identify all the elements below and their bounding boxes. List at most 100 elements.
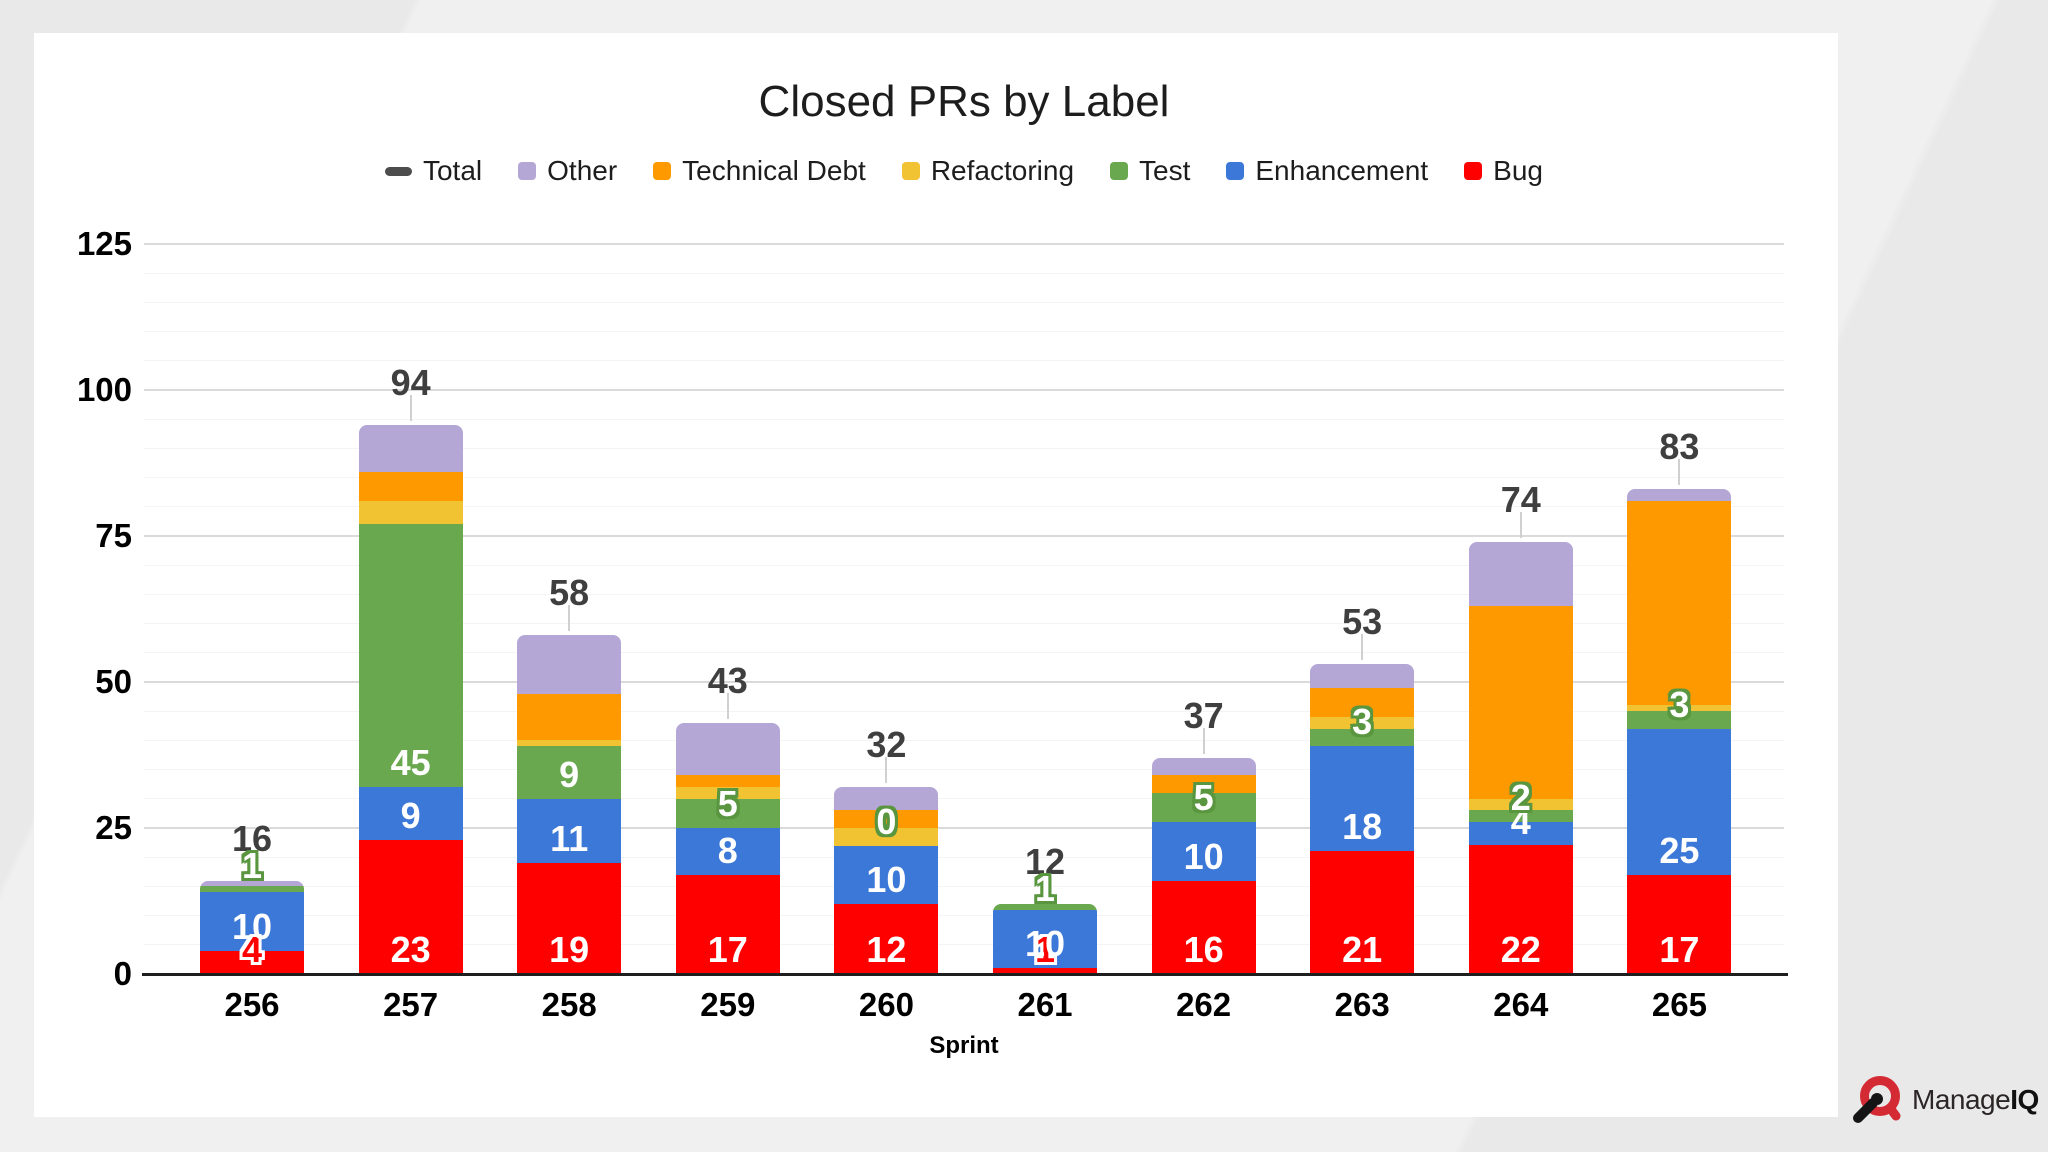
bar-segment-other[interactable] (200, 880, 304, 887)
bar-segment-enhancement[interactable] (358, 787, 463, 840)
bar-segment-enhancement[interactable] (1627, 728, 1732, 875)
bar-262[interactable] (1151, 757, 1256, 974)
bar-segment-enhancement[interactable] (1468, 822, 1573, 846)
bar-segment-bug[interactable] (993, 968, 1097, 974)
bar-segment-enhancement[interactable] (1151, 822, 1256, 881)
bar-segment-enhancement[interactable] (200, 892, 304, 951)
total-label: 12 (1024, 840, 1066, 882)
bar-segment-other[interactable] (1310, 664, 1415, 688)
total-label: 32 (866, 724, 907, 766)
legend-item-test[interactable]: Test (1110, 155, 1190, 187)
bar-segment-refactoring[interactable] (358, 500, 463, 525)
bar-260[interactable] (834, 787, 939, 974)
bar-segment-bug[interactable] (1468, 845, 1573, 974)
bar-segment-technical-debt[interactable] (834, 810, 939, 828)
y-axis-tick-label: 50 (95, 663, 132, 700)
bar-258[interactable] (517, 635, 622, 974)
bar-segment-refactoring[interactable] (834, 827, 939, 846)
legend-item-technical-debt[interactable]: Technical Debt (653, 155, 866, 187)
total-connector (726, 692, 729, 719)
bar-263[interactable] (1310, 664, 1415, 974)
bar-segment-enhancement[interactable] (834, 845, 939, 904)
bar-segment-other[interactable] (517, 635, 622, 694)
bar-segment-technical-debt[interactable] (517, 693, 622, 741)
bar-256[interactable] (200, 880, 304, 974)
total-connector (1361, 634, 1364, 661)
bar-segment-other[interactable] (1627, 489, 1732, 501)
bar-265[interactable] (1627, 489, 1732, 974)
bar-segment-enhancement[interactable] (1310, 746, 1415, 852)
bar-segment-refactoring[interactable] (1310, 717, 1415, 729)
bar-segment-bug[interactable] (1151, 880, 1256, 974)
bar-segment-technical-debt[interactable] (358, 471, 463, 501)
segment-value-label-bug: 22 (1500, 929, 1541, 970)
bar-264[interactable] (1468, 541, 1573, 974)
legend-item-bug[interactable]: Bug (1464, 155, 1543, 187)
minor-gridline (144, 885, 1784, 887)
bar-segment-test[interactable] (200, 886, 304, 893)
y-axis-tick-label: 75 (95, 517, 132, 554)
bar-segment-technical-debt[interactable] (1151, 775, 1256, 793)
bar-segment-test[interactable] (1468, 810, 1573, 823)
legend-square-icon (1464, 162, 1483, 180)
legend-square-icon (1226, 162, 1245, 180)
bar-segment-bug[interactable] (200, 950, 304, 974)
total-connector (568, 605, 571, 632)
major-gridline (144, 243, 1784, 245)
bar-segment-refactoring[interactable] (1627, 705, 1732, 712)
minor-gridline (144, 447, 1784, 449)
bar-segment-refactoring[interactable] (1468, 798, 1573, 811)
bar-segment-bug[interactable] (675, 874, 780, 974)
bar-segment-test[interactable] (993, 903, 1097, 910)
bar-segment-other[interactable] (834, 787, 939, 811)
bar-segment-technical-debt[interactable] (1627, 500, 1732, 706)
total-label: 58 (549, 572, 590, 614)
legend-item-other[interactable]: Other (518, 155, 617, 187)
bar-segment-other[interactable] (675, 722, 780, 776)
bar-segment-test[interactable] (358, 524, 463, 788)
bar-segment-refactoring[interactable] (675, 787, 780, 799)
bar-261[interactable] (993, 903, 1097, 974)
minor-gridline (144, 272, 1784, 274)
bar-257[interactable] (358, 425, 463, 974)
bar-259[interactable] (675, 722, 780, 974)
bar-segment-bug[interactable] (1310, 851, 1415, 974)
minor-gridline (144, 623, 1784, 625)
minor-gridline (144, 739, 1784, 741)
bar-segment-technical-debt[interactable] (1468, 606, 1573, 799)
segment-value-label-enhancement: 10 (231, 905, 273, 947)
total-label: 83 (1659, 426, 1700, 468)
bar-segment-test[interactable] (1151, 792, 1256, 823)
segment-value-label-bug: 1 (1034, 929, 1056, 970)
bar-segment-other[interactable] (1151, 757, 1256, 776)
bar-segment-technical-debt[interactable] (675, 775, 780, 788)
bar-segment-bug[interactable] (358, 839, 463, 974)
legend-item-enhancement[interactable]: Enhancement (1226, 155, 1428, 187)
segment-value-label-test: 0 (876, 800, 897, 842)
bar-segment-refactoring[interactable] (517, 740, 622, 747)
bar-segment-test[interactable] (1310, 728, 1415, 747)
plot-area: 0 25 50 75 100 125 16 4 10 1 256 94 23 9 45 257 58 19 11 9 2… (34, 33, 1838, 1117)
bar-segment-enhancement[interactable] (993, 909, 1097, 969)
chart-card: 0 25 50 75 100 125 16 4 10 1 256 94 23 9 45 257 58 19 11 9 2… (34, 33, 1838, 1117)
bar-segment-test[interactable] (1627, 711, 1732, 729)
bar-segment-enhancement[interactable] (517, 798, 622, 863)
legend-item-total[interactable]: Total (384, 155, 482, 187)
bar-segment-technical-debt[interactable] (1310, 687, 1415, 718)
bar-segment-bug[interactable] (834, 903, 939, 974)
x-axis-tick-label: 263 (1334, 986, 1390, 1023)
bar-segment-bug[interactable] (517, 862, 622, 974)
segment-value-label-bug: 17 (707, 929, 748, 970)
bar-segment-bug[interactable] (1627, 874, 1732, 974)
chart-title: Closed PRs by Label (758, 77, 1170, 126)
bar-segment-other[interactable] (1468, 541, 1573, 607)
bar-segment-other[interactable] (358, 425, 463, 472)
bar-segment-enhancement[interactable] (675, 827, 780, 875)
chart-legend: Total Other Technical Debt Refactoring Test E… (144, 153, 1784, 189)
legend-item-refactoring[interactable]: Refactoring (901, 155, 1074, 187)
x-axis-tick-label: 259 (700, 986, 756, 1023)
bar-segment-test[interactable] (675, 798, 780, 828)
bar-segment-test[interactable] (517, 746, 622, 799)
x-axis-tick-label: 264 (1493, 986, 1549, 1023)
manageiq-wordmark: ManageIQ (1912, 1084, 2039, 1116)
